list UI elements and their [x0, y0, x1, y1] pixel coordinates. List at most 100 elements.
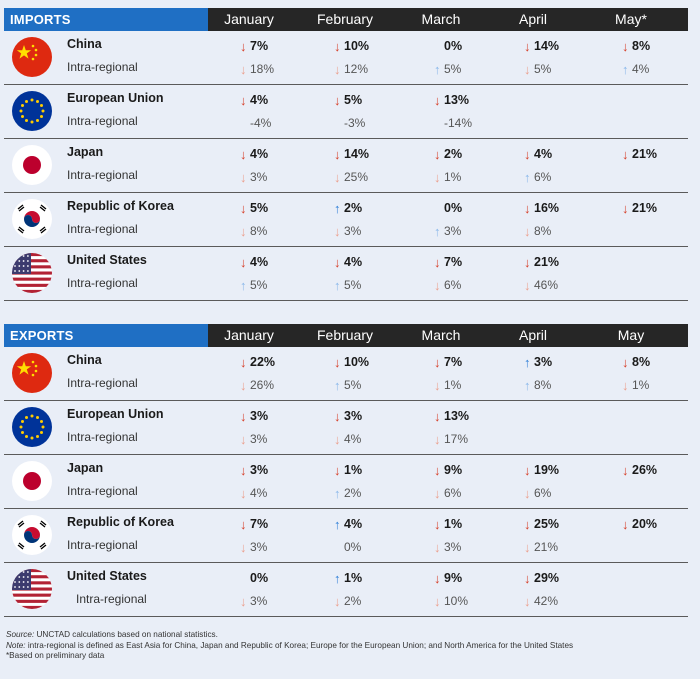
month-header: February: [316, 11, 374, 27]
change-value: 5%: [344, 378, 362, 392]
intra-change-cell: ↓ 25%: [334, 170, 394, 184]
month-header: February: [316, 327, 374, 343]
arrow-down-icon: ↓: [434, 169, 441, 185]
total-change-cell: ↓ 14%: [524, 39, 584, 53]
total-change-cell: ↓ 2%: [434, 147, 494, 161]
arrow-down-icon: ↓: [334, 92, 341, 108]
country-name: Republic of Korea: [67, 199, 174, 213]
total-change-cell: ↓ 13%: [434, 409, 494, 423]
arrow-down-icon: ↓: [434, 539, 441, 555]
intra-change-cell: ↓ 12%: [334, 62, 394, 76]
change-value: 4%: [250, 93, 269, 107]
change-value: 0%: [444, 39, 463, 53]
total-change-cell: ↓ 26%: [622, 463, 682, 477]
arrow-down-icon: ↓: [334, 169, 341, 185]
month-header: January: [224, 327, 274, 343]
definition-note: Note: intra-regional is defined as East …: [6, 641, 573, 652]
total-change-cell: ↓ 10%: [334, 355, 394, 369]
change-value: 6%: [534, 170, 552, 184]
japan-flag-icon: [12, 461, 52, 501]
change-value: 3%: [250, 432, 268, 446]
total-change-cell: ↓ 22%: [240, 355, 300, 369]
arrow-down-icon: ↓: [622, 200, 629, 216]
intra-regional-label: Intra-regional: [67, 60, 138, 74]
change-value: 12%: [344, 62, 369, 76]
total-change-cell: ↓ 21%: [622, 201, 682, 215]
intra-change-cell: ↓ 26%: [240, 378, 300, 392]
arrow-up-icon: ↑: [334, 377, 341, 393]
change-value: 2%: [344, 594, 362, 608]
total-change-cell: ↓ 9%: [434, 571, 494, 585]
change-value: 3%: [344, 224, 362, 238]
change-value: 8%: [534, 224, 552, 238]
change-value: 1%: [344, 463, 363, 477]
intra-change-cell: ↓ 8%: [240, 224, 300, 238]
total-change-cell: ↓ 19%: [524, 463, 584, 477]
change-value: 1%: [444, 517, 463, 531]
arrow-down-icon: ↓: [434, 254, 441, 270]
arrow-down-icon: ↓: [240, 377, 247, 393]
country-name: United States: [67, 253, 147, 267]
arrow-down-icon: ↓: [622, 354, 629, 370]
arrow-down-icon: ↓: [240, 539, 247, 555]
arrow-up-icon: ↑: [524, 377, 531, 393]
table-row: Republic of Korea Intra-regional ↓ 5% ↑ 2% 0% ↓…: [4, 193, 688, 247]
change-value: 21%: [534, 255, 560, 269]
note-text: intra-regional is defined as East Asia f…: [25, 640, 574, 650]
change-value: -3%: [344, 116, 366, 130]
korea-flag-icon: [12, 199, 52, 239]
preliminary-note: *Based on preliminary data: [6, 651, 105, 660]
total-change-cell: 0%: [250, 571, 310, 585]
intra-change-cell: ↓ 4%: [334, 432, 394, 446]
change-value: 3%: [250, 409, 269, 423]
intra-change-cell: ↓ 3%: [434, 540, 494, 554]
arrow-down-icon: ↓: [334, 61, 341, 77]
intra-change-cell: ↓ 21%: [524, 540, 584, 554]
arrow-down-icon: ↓: [524, 146, 531, 162]
arrow-up-icon: ↑: [334, 200, 341, 216]
intra-regional-label: Intra-regional: [67, 168, 138, 182]
change-value: 46%: [534, 278, 559, 292]
change-value: 1%: [444, 170, 462, 184]
total-change-cell: ↓ 4%: [524, 147, 584, 161]
intra-change-cell: ↑ 3%: [434, 224, 494, 238]
change-value: 3%: [250, 594, 268, 608]
arrow-up-icon: ↑: [334, 516, 341, 532]
total-change-cell: ↓ 9%: [434, 463, 494, 477]
arrow-down-icon: ↓: [524, 516, 531, 532]
arrow-down-icon: ↓: [434, 431, 441, 447]
change-value: 6%: [444, 278, 462, 292]
source-label: Source:: [6, 630, 35, 639]
japan-flag-icon: [12, 145, 52, 185]
intra-change-cell: ↑ 2%: [334, 486, 394, 500]
change-value: 17%: [444, 432, 469, 446]
intra-change-cell: ↓ 3%: [334, 224, 394, 238]
korea-flag-icon: [12, 515, 52, 555]
month-header: April: [518, 327, 547, 343]
arrow-up-icon: ↑: [334, 485, 341, 501]
intra-regional-label: Intra-regional: [67, 376, 138, 390]
total-change-cell: ↓ 16%: [524, 201, 584, 215]
change-value: -14%: [444, 116, 473, 130]
intra-regional-label: Intra-regional: [67, 484, 138, 498]
table-row: European Union Intra-regional ↓ 4% ↓ 5% ↓ 13% -4…: [4, 85, 688, 139]
arrow-down-icon: ↓: [524, 223, 531, 239]
arrow-up-icon: ↑: [334, 277, 341, 293]
arrow-down-icon: ↓: [434, 408, 441, 424]
intra-change-cell: ↑ 6%: [524, 170, 584, 184]
change-value: 7%: [444, 255, 463, 269]
intra-change-cell: ↓ 42%: [524, 594, 584, 608]
table-header: EXPORTS January February March April May: [4, 324, 688, 347]
change-value: 3%: [250, 170, 268, 184]
change-value: 4%: [344, 517, 363, 531]
change-value: 18%: [250, 62, 275, 76]
change-value: 7%: [250, 39, 269, 53]
change-value: 26%: [250, 378, 275, 392]
arrow-down-icon: ↓: [622, 462, 629, 478]
intra-change-cell: ↓ 1%: [622, 378, 682, 392]
arrow-down-icon: ↓: [240, 408, 247, 424]
intra-regional-label: Intra-regional: [67, 276, 138, 290]
change-value: 5%: [250, 278, 268, 292]
us-flag-icon: [12, 569, 52, 609]
change-value: 14%: [344, 147, 370, 161]
